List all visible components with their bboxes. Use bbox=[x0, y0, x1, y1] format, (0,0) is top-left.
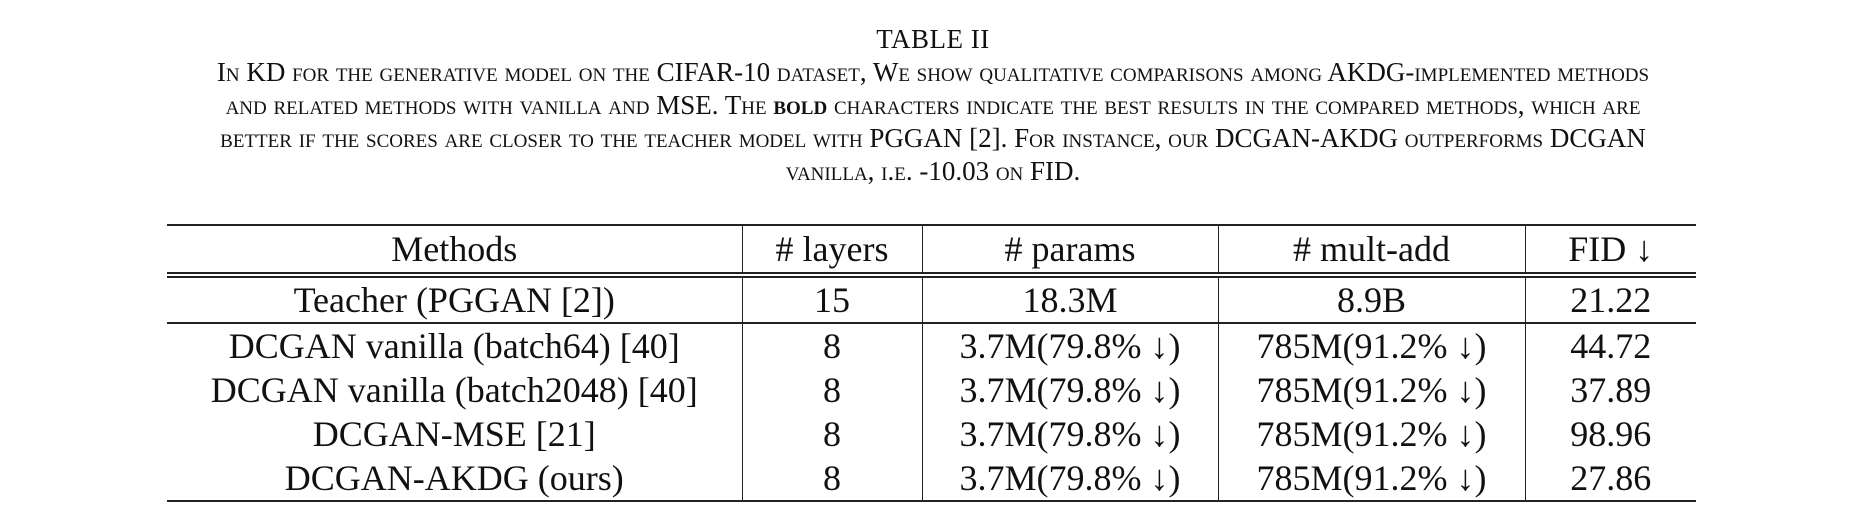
table-label: TABLE II bbox=[876, 24, 990, 54]
row-layers: 8 bbox=[741, 412, 922, 456]
table-row: DCGAN vanilla (batch64) [40] 8 3.7M(79.8… bbox=[167, 323, 1696, 368]
teacher-mult-add: 8.9B bbox=[1217, 275, 1525, 324]
row-params: 3.7M(79.8% ↓) bbox=[921, 412, 1218, 456]
row-mult-add: 785M(91.2% ↓) bbox=[1217, 456, 1525, 502]
table-caption: TABLE II In KD for the generative model … bbox=[0, 22, 1866, 188]
header-layers: # layers bbox=[741, 224, 922, 278]
caption-line-3: better if the scores are closer to the t… bbox=[220, 123, 1646, 153]
row-mult-add: 785M(91.2% ↓) bbox=[1217, 368, 1525, 412]
caption-line-2-start: and related methods with vanilla and MSE… bbox=[225, 90, 774, 120]
row-mult-add: 785M(91.2% ↓) bbox=[1217, 323, 1525, 368]
row-fid: 37.89 bbox=[1524, 368, 1696, 412]
best-fid-value: 27.86 bbox=[1524, 456, 1696, 502]
row-mult-add: 785M(91.2% ↓) bbox=[1217, 412, 1525, 456]
results-table: Methods # layers # params # mult-add FID… bbox=[167, 224, 1696, 502]
header-row: Methods # layers # params # mult-add FID… bbox=[167, 224, 1696, 278]
row-layers: 8 bbox=[741, 368, 922, 412]
row-method: DCGAN vanilla (batch2048) [40] bbox=[210, 370, 698, 410]
teacher-params: 18.3M bbox=[921, 275, 1218, 324]
caption-line-1: In KD for the generative model on the CI… bbox=[216, 57, 1650, 87]
row-method: DCGAN-AKDG (ours) bbox=[167, 456, 742, 502]
teacher-layers: 15 bbox=[741, 275, 922, 324]
table-row: DCGAN vanilla (batch2048) [40] 8 3.7M(79… bbox=[167, 368, 1696, 412]
row-params: 3.7M(79.8% ↓) bbox=[921, 323, 1218, 368]
row-method: DCGAN vanilla (batch64) [40] bbox=[228, 326, 680, 366]
row-params: 3.7M(79.8% ↓) bbox=[921, 368, 1218, 412]
table-row: DCGAN-AKDG (ours) 8 3.7M(79.8% ↓) 785M(9… bbox=[167, 456, 1696, 502]
header-params: # params bbox=[921, 224, 1218, 278]
row-fid: 98.96 bbox=[1524, 412, 1696, 456]
teacher-method: Teacher (PGGAN [2]) bbox=[167, 275, 742, 324]
row-layers: 8 bbox=[741, 323, 922, 368]
row-method: DCGAN-MSE [21] bbox=[312, 414, 596, 454]
header-mult-add: # mult-add bbox=[1217, 224, 1525, 278]
row-layers: 8 bbox=[741, 456, 922, 502]
caption-bold-word: bold bbox=[773, 90, 828, 120]
caption-line-4: vanilla, i.e. -10.03 on FID. bbox=[785, 156, 1081, 186]
caption-line-2-end: characters indicate the best results in … bbox=[827, 90, 1641, 120]
row-fid: 44.72 bbox=[1524, 323, 1696, 368]
header-methods: Methods bbox=[167, 224, 742, 278]
teacher-fid: 21.22 bbox=[1524, 275, 1696, 324]
table-row: DCGAN-MSE [21] 8 3.7M(79.8% ↓) 785M(91.2… bbox=[167, 412, 1696, 456]
row-params: 3.7M(79.8% ↓) bbox=[921, 456, 1218, 502]
header-fid: FID ↓ bbox=[1524, 224, 1696, 278]
teacher-row: Teacher (PGGAN [2]) 15 18.3M 8.9B 21.22 bbox=[167, 275, 1696, 324]
caption-line-2: and related methods with vanilla and MSE… bbox=[0, 89, 1866, 122]
